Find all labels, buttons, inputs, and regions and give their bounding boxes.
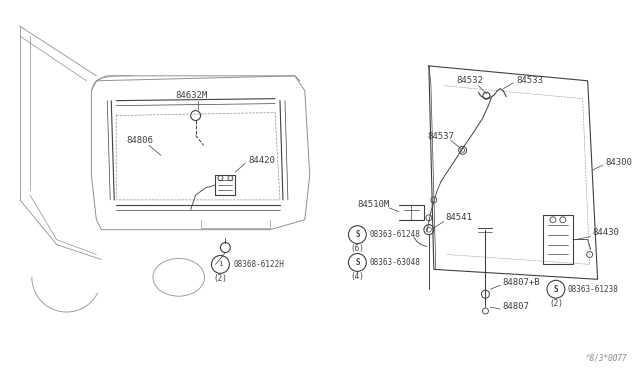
- Text: (2): (2): [214, 274, 227, 283]
- Circle shape: [547, 280, 565, 298]
- Circle shape: [348, 226, 366, 244]
- Text: 84420: 84420: [248, 156, 275, 165]
- Text: 84532: 84532: [457, 76, 484, 85]
- Text: 1: 1: [218, 262, 223, 267]
- Text: S: S: [355, 230, 360, 239]
- Text: (6): (6): [351, 244, 364, 253]
- Text: S: S: [355, 258, 360, 267]
- Text: 84300: 84300: [605, 158, 632, 167]
- Text: 08363-63048: 08363-63048: [369, 258, 420, 267]
- Circle shape: [211, 256, 229, 273]
- Text: 84430: 84430: [593, 228, 620, 237]
- Text: 84541: 84541: [445, 213, 472, 222]
- Text: S: S: [554, 285, 558, 294]
- Text: 08363-61248: 08363-61248: [369, 230, 420, 239]
- Text: 08368-6122H: 08368-6122H: [234, 260, 284, 269]
- Text: 84807: 84807: [502, 302, 529, 311]
- Text: 84807+B: 84807+B: [502, 278, 540, 287]
- Text: 84537: 84537: [427, 132, 454, 141]
- Text: 08363-61238: 08363-61238: [568, 285, 619, 294]
- Text: (2): (2): [549, 299, 563, 308]
- Text: ^8/3*0077: ^8/3*0077: [586, 354, 627, 363]
- Text: 84533: 84533: [516, 76, 543, 85]
- Text: 84632M: 84632M: [176, 91, 208, 100]
- Text: 84806: 84806: [126, 136, 153, 145]
- Text: (4): (4): [351, 272, 364, 281]
- Text: 84510M: 84510M: [357, 201, 390, 209]
- Circle shape: [348, 253, 366, 271]
